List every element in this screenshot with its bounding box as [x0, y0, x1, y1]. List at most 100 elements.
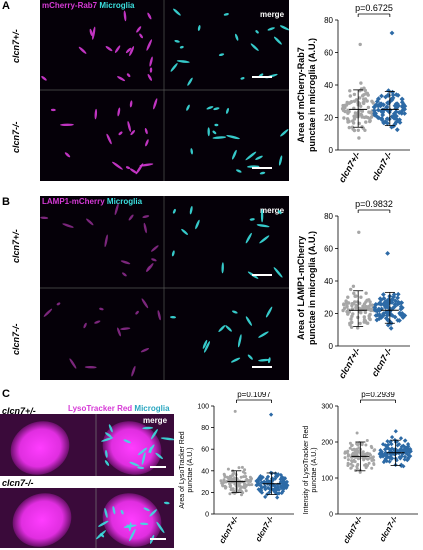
- data-point: [258, 483, 263, 488]
- cell-mark: [146, 39, 152, 51]
- data-point: [355, 300, 360, 304]
- data-point: [359, 295, 363, 299]
- data-point: [365, 91, 369, 96]
- data-point: [364, 291, 368, 295]
- cell-mark: [245, 151, 257, 161]
- cell-mark: [176, 60, 190, 63]
- cell-mark: [280, 129, 289, 137]
- cell-mark: [137, 466, 145, 470]
- cell-mark: [173, 8, 181, 16]
- data-point: [349, 466, 353, 470]
- chart-b-ylabel-2: punctae in microglia (A.U.): [307, 231, 317, 345]
- data-point: [267, 490, 272, 495]
- cell-mark: [150, 429, 158, 440]
- data-point: [358, 470, 362, 474]
- cell-mark: [60, 123, 74, 127]
- data-point: [369, 453, 372, 457]
- data-point: [352, 458, 356, 462]
- data-point: [355, 111, 359, 116]
- cell-mark: [129, 461, 140, 467]
- data-point: [385, 250, 391, 256]
- panel-c-row-label-hom: clcn7-/-: [2, 478, 34, 488]
- data-point: [228, 492, 232, 496]
- cell-mark: [256, 224, 270, 228]
- data-point: [360, 109, 365, 113]
- cell-mark: [139, 33, 144, 39]
- cell-mark: [112, 161, 123, 170]
- data-point: [275, 495, 280, 500]
- panel-a-micrograph: mCherry-Rab7 Microglia merge: [40, 0, 289, 181]
- cell-mark: [255, 155, 263, 160]
- y-tick-label: 0: [329, 146, 334, 155]
- cell-mark: [123, 524, 137, 528]
- data-point: [281, 479, 287, 484]
- cell-mark: [181, 228, 189, 235]
- data-point: [230, 487, 234, 491]
- cell-mark: [99, 307, 104, 311]
- data-point: [365, 439, 369, 442]
- y-tick-label: 300: [321, 403, 333, 410]
- data-point: [273, 474, 279, 479]
- cell-mark: [231, 149, 237, 160]
- cell-mark: [247, 354, 253, 360]
- chart-c-area-ylabel-2: punctae (A.U.): [187, 447, 194, 492]
- data-point: [366, 115, 370, 120]
- y-tick-label: 100: [321, 475, 333, 482]
- cell-mark: [105, 432, 112, 438]
- data-point: [350, 125, 355, 129]
- data-point: [360, 442, 364, 445]
- cell-mark: [277, 210, 282, 215]
- cell-mark: [230, 357, 241, 363]
- data-point: [388, 325, 394, 331]
- cell-mark: [108, 424, 113, 433]
- data-point: [370, 466, 374, 470]
- data-point: [353, 448, 357, 452]
- cell-mark: [104, 234, 108, 248]
- cell-mark: [202, 339, 208, 349]
- data-point: [362, 97, 366, 101]
- cell-mark: [147, 12, 152, 20]
- data-point: [348, 89, 352, 93]
- data-point: [237, 466, 241, 470]
- cell-mark: [50, 108, 56, 112]
- cell-mark: [237, 334, 242, 348]
- data-point: [394, 101, 400, 107]
- cell-mark: [84, 365, 97, 369]
- data-point: [351, 119, 355, 123]
- data-point: [383, 309, 389, 315]
- data-point: [346, 464, 350, 467]
- cell-mark: [258, 358, 270, 362]
- cell-mark: [104, 507, 108, 518]
- data-point: [356, 326, 360, 330]
- data-point: [378, 454, 383, 459]
- data-point: [382, 452, 387, 457]
- data-point: [384, 116, 390, 122]
- data-point: [378, 297, 384, 303]
- data-point: [240, 465, 244, 469]
- cell-mark: [139, 163, 154, 167]
- data-point: [360, 451, 364, 455]
- data-point: [391, 114, 397, 120]
- cell-mark: [259, 235, 270, 244]
- chart-c-intensity: Intensity of LysoTracker Red punctae (A.…: [303, 392, 418, 545]
- data-point: [352, 114, 357, 119]
- data-point: [346, 458, 350, 462]
- cell-mark: [278, 155, 283, 166]
- data-point: [372, 449, 376, 453]
- y-tick-label: 40: [201, 468, 209, 475]
- cell-mark: [146, 265, 151, 272]
- data-point: [284, 479, 290, 485]
- data-point: [232, 471, 236, 475]
- panel-b-merge-label: merge: [260, 206, 285, 215]
- data-point: [284, 484, 289, 489]
- cell-mark: [206, 106, 214, 110]
- data-point: [364, 120, 368, 124]
- data-point: [362, 458, 366, 462]
- x-tick-label: clcn7+/-: [217, 514, 240, 545]
- cell-mark: [120, 327, 131, 331]
- data-point: [355, 442, 359, 446]
- cell-mark: [41, 76, 47, 81]
- chart-b: Area of LAMP1-mCherry punctae in microgl…: [296, 199, 410, 380]
- data-point: [260, 475, 265, 480]
- cell-mark: [174, 39, 180, 43]
